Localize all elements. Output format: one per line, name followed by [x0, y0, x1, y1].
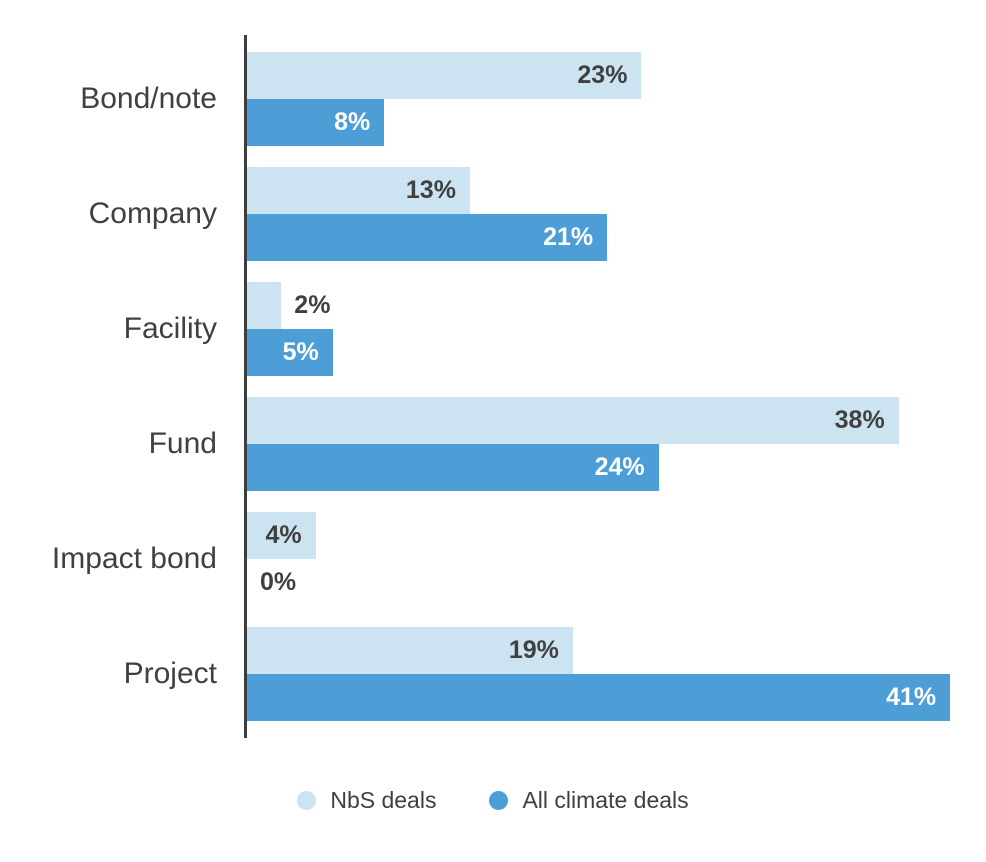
bar: [247, 329, 333, 376]
value-label: 21%: [543, 223, 594, 251]
value-label: 24%: [594, 453, 645, 481]
category-label: Project: [123, 657, 217, 690]
bar: [247, 444, 659, 491]
value-label: 8%: [334, 108, 371, 136]
value-label: 5%: [282, 338, 319, 366]
legend-item: NbS deals: [297, 787, 436, 814]
bar: [247, 627, 573, 674]
bar: [247, 674, 951, 721]
value-label: 19%: [508, 636, 559, 664]
value-label: 4%: [265, 521, 302, 549]
legend-label: NbS deals: [330, 786, 437, 813]
value-label: 23%: [577, 61, 628, 89]
value-label: 0%: [260, 568, 297, 596]
legend-label: All climate deals: [522, 786, 689, 813]
bar: [247, 99, 385, 146]
value-label: 41%: [886, 683, 937, 711]
category-label: Facility: [123, 312, 217, 345]
legend-color-dot-icon: [297, 790, 317, 810]
bar: [247, 512, 316, 559]
bar: [247, 282, 282, 329]
category-label: Fund: [148, 427, 217, 460]
category-label: Company: [88, 197, 217, 230]
value-label: 13%: [405, 176, 456, 204]
value-label: 2%: [294, 291, 331, 319]
bar: [247, 52, 642, 99]
bar: [247, 214, 608, 261]
legend-color-dot-icon: [489, 790, 509, 810]
category-label: Impact bond: [51, 542, 217, 575]
bar: [247, 397, 899, 444]
y-axis-line: [244, 35, 247, 738]
legend: NbS deals All climate deals: [0, 778, 986, 822]
value-label: 38%: [834, 406, 885, 434]
category-label: Bond/note: [80, 82, 217, 115]
bar: [247, 167, 470, 214]
legend-item: All climate deals: [489, 786, 689, 814]
